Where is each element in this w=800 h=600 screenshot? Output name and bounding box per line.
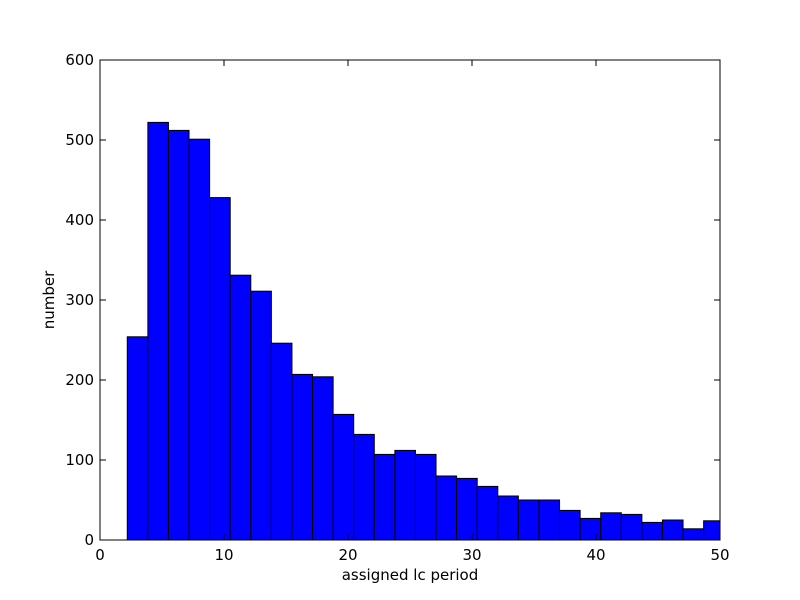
histogram-bar-27 (682, 528, 705, 541)
x-tick-label-0: 0 (95, 546, 105, 564)
histogram-bar-7 (270, 342, 293, 541)
histogram-bar-4 (209, 197, 231, 541)
histogram-bar-12 (373, 453, 396, 541)
histogram-bar-13 (394, 449, 416, 541)
histogram-bar-18 (497, 495, 519, 541)
histogram-bar-10 (332, 413, 355, 541)
histogram-bar-15 (435, 475, 458, 541)
histogram-bar-19 (517, 499, 540, 541)
histogram-bar-6 (250, 290, 272, 541)
x-axis-label: assigned lc period (342, 566, 479, 584)
x-tick-label-5: 50 (710, 546, 729, 564)
histogram-bar-0 (126, 336, 149, 541)
histogram-bar-26 (661, 519, 684, 541)
histogram-bar-17 (476, 485, 499, 541)
y-tick-label-0: 0 (84, 531, 94, 549)
histogram-bar-9 (312, 376, 334, 541)
y-tick-label-6: 600 (65, 51, 94, 69)
bars-group (126, 121, 721, 541)
y-tick-label-1: 100 (65, 451, 94, 469)
y-axis-label: number (40, 270, 58, 329)
histogram-bar-28 (703, 520, 721, 541)
x-tick-label-1: 10 (214, 546, 233, 564)
histogram-bar-3 (188, 138, 211, 541)
histogram-bar-22 (579, 517, 602, 541)
histogram-bar-21 (559, 509, 581, 541)
histogram-bar-20 (538, 499, 561, 541)
histogram-bar-16 (456, 477, 478, 541)
histogram-bar-24 (620, 513, 643, 541)
y-tick-label-5: 500 (65, 131, 94, 149)
histogram-bar-25 (641, 521, 663, 541)
y-tick-label-3: 300 (65, 291, 94, 309)
histogram-bar-14 (414, 453, 437, 541)
histogram-bar-23 (600, 512, 622, 541)
x-tick-label-2: 20 (338, 546, 357, 564)
histogram-bar-2 (167, 129, 190, 541)
x-tick-label-3: 30 (462, 546, 481, 564)
y-tick-label-4: 400 (65, 211, 94, 229)
histogram-bar-8 (291, 373, 314, 541)
x-tick-label-4: 40 (586, 546, 605, 564)
histogram-bar-1 (147, 121, 169, 541)
y-tick-label-2: 200 (65, 371, 94, 389)
histogram-bar-11 (353, 433, 375, 541)
histogram-bar-5 (229, 274, 252, 541)
